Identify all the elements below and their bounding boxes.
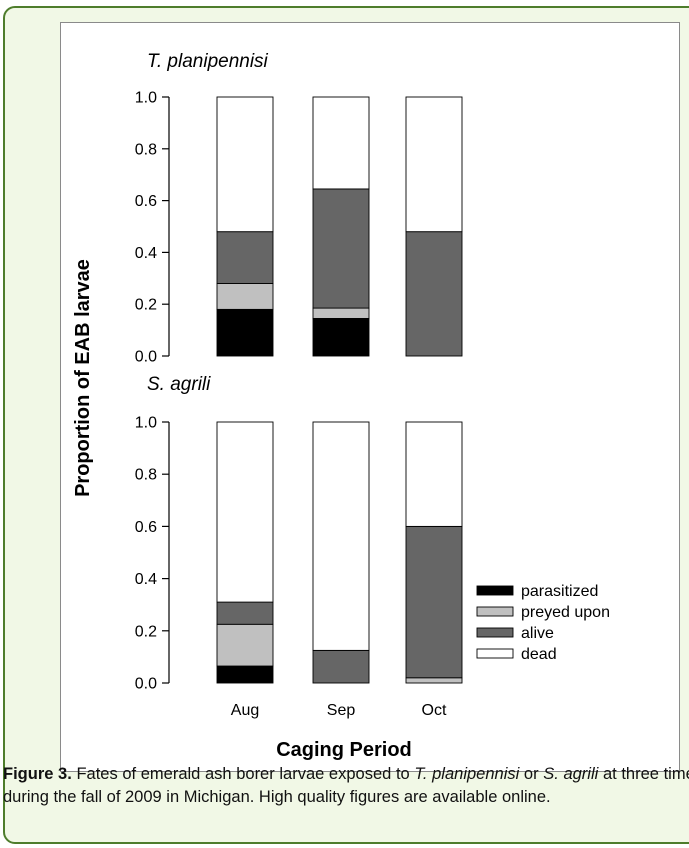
y-tick-label: 0.8 — [135, 467, 157, 484]
bar-segment-parasitized — [312, 317, 370, 357]
figure-caption: Figure 3. Fates of emerald ash borer lar… — [3, 763, 689, 809]
figure-box: T. planipennisi 0.0 0.2 0.4 0.6 0.8 1.0 S. agri… — [3, 6, 689, 844]
caption-label: Figure 3. — [3, 765, 72, 783]
bar-segment-alive — [216, 231, 274, 284]
caption-text-3: at three times during the fall of 2009 i… — [3, 765, 689, 806]
legend-swatch-alive — [476, 627, 514, 638]
bar-segment-alive — [312, 188, 370, 309]
bar-segment-parasitized — [216, 665, 274, 684]
page-top-strip — [0, 0, 689, 6]
bar-segment-preyed-upon — [405, 677, 463, 684]
figure-panel: T. planipennisi 0.0 0.2 0.4 0.6 0.8 1.0 S. agri… — [60, 22, 680, 772]
y-tick-label: 0.4 — [135, 571, 157, 588]
y-tick-label: 0.2 — [135, 297, 157, 314]
bar-segment-alive — [216, 601, 274, 625]
legend-label: preyed upon — [521, 604, 610, 621]
bar-segment-alive — [405, 231, 463, 357]
bar-segment-alive — [312, 649, 370, 684]
y-tick-label: 0.8 — [135, 141, 157, 158]
y-tick-label: 1.0 — [135, 415, 157, 432]
y-tick-label: 0.6 — [135, 519, 157, 536]
bar-segment-dead — [216, 96, 274, 233]
caption-italic-species-2: S. agrili — [543, 765, 599, 783]
y-tick-label: 0.2 — [135, 623, 157, 640]
x-tick-label: Oct — [422, 702, 447, 719]
panel-title: S. agrili — [147, 374, 211, 395]
caption-italic-species-1: T. planipennisi — [414, 765, 520, 783]
bar-segment-dead — [216, 421, 274, 603]
bar-segment-alive — [405, 525, 463, 679]
bar-segment-dead — [405, 96, 463, 233]
panel-title: T. planipennisi — [147, 51, 269, 72]
caption-text-1: Fates of emerald ash borer larvae expose… — [76, 765, 410, 783]
bar-segment-parasitized — [216, 308, 274, 357]
y-axis-title: Proportion of EAB larvae — [72, 259, 94, 497]
bar-segment-dead — [312, 96, 370, 190]
bar-segment-dead — [405, 421, 463, 527]
y-tick-label: 0.0 — [135, 676, 157, 693]
legend-swatch-parasitized — [476, 585, 514, 596]
bar-segment-preyed-upon — [312, 307, 370, 319]
y-tick-label: 0.4 — [135, 245, 157, 262]
caption-text-2: or — [523, 765, 539, 783]
legend-swatch-dead — [476, 648, 514, 659]
legend-swatch-preyed-upon — [476, 606, 514, 617]
stacked-bar-chart: T. planipennisi 0.0 0.2 0.4 0.6 0.8 1.0 S. agri… — [72, 51, 610, 761]
y-tick-label: 1.0 — [135, 90, 157, 107]
legend-label: dead — [521, 646, 557, 663]
bar-segment-preyed-upon — [216, 623, 274, 667]
legend-label: parasitized — [521, 583, 598, 600]
y-tick-label: 0.0 — [135, 349, 157, 366]
x-tick-label: Aug — [231, 702, 259, 719]
bar-segment-preyed-upon — [216, 283, 274, 310]
x-tick-label: Sep — [327, 702, 356, 719]
legend-label: alive — [521, 625, 554, 642]
x-axis-title: Caging Period — [276, 739, 412, 761]
bar-segment-dead — [312, 421, 370, 651]
y-tick-label: 0.6 — [135, 193, 157, 210]
